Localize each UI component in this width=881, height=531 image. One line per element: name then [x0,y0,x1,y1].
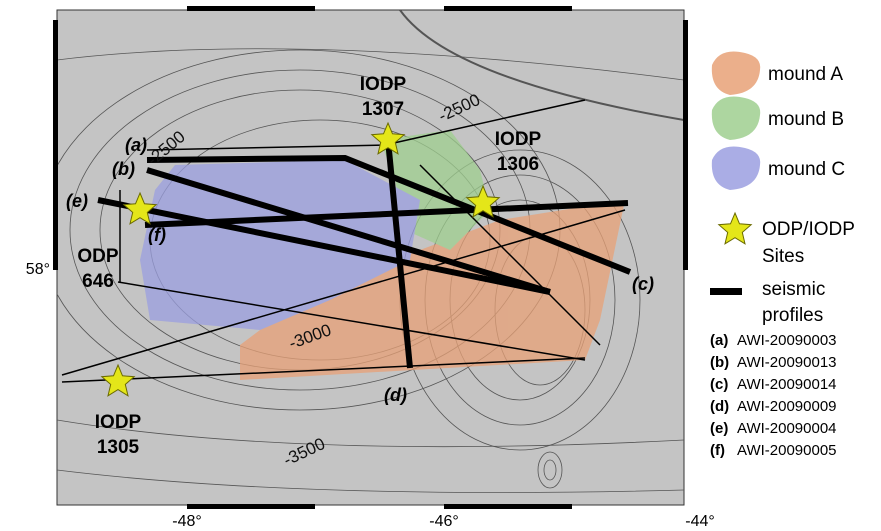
profile-name: AWI-20090014 [737,376,837,393]
legend-label: mound C [768,159,845,180]
legend-label: mound A [768,64,843,85]
profile-name: AWI-20090009 [737,398,837,415]
legend-star [719,213,751,244]
legend-swatch [712,147,760,191]
profile-code: (c) [710,376,728,393]
profile-label: (b) [112,159,135,179]
site-label: IODP [495,129,542,150]
profile-label: (f) [148,225,166,245]
legend-label: profiles [762,305,823,326]
site-label: IODP [360,74,407,95]
profile-label: (e) [66,191,88,211]
lon-label: -46° [429,513,459,530]
site-label: 646 [82,271,114,292]
lat-label: 58° [26,261,50,278]
profile-label: (d) [384,385,407,405]
profile-label: (a) [125,135,147,155]
profile-code: (e) [710,420,728,437]
site-label: IODP [95,412,142,433]
profile-name: AWI-20090003 [737,332,837,349]
site-label: 1305 [97,437,140,458]
site-label: ODP [77,246,119,267]
lon-label: -44° [685,513,715,530]
lon-label: -48° [172,513,202,530]
profile-label: (c) [632,274,654,294]
legend-label: mound B [768,109,844,130]
profile-name: AWI-20090004 [737,420,837,437]
profile-name: AWI-20090013 [737,354,837,371]
profile-code: (d) [710,398,729,415]
legend-label: ODP/IODP [762,219,855,240]
site-label: 1306 [497,154,539,175]
profile-code: (f) [710,442,725,459]
legend-swatch [712,97,760,141]
legend-label: seismic [762,279,825,300]
legend-profile-bar [710,288,742,295]
profile-code: (a) [710,332,728,349]
legend-label: Sites [762,246,804,267]
site-label: 1307 [362,99,404,120]
legend-swatch [712,52,760,96]
profile-code: (b) [710,354,729,371]
profile-name: AWI-20090005 [737,442,837,459]
figure: IODP 1307 IODP 1306 ODP 646 IODP 1305 (a) (b) (c) (… [0,0,881,531]
